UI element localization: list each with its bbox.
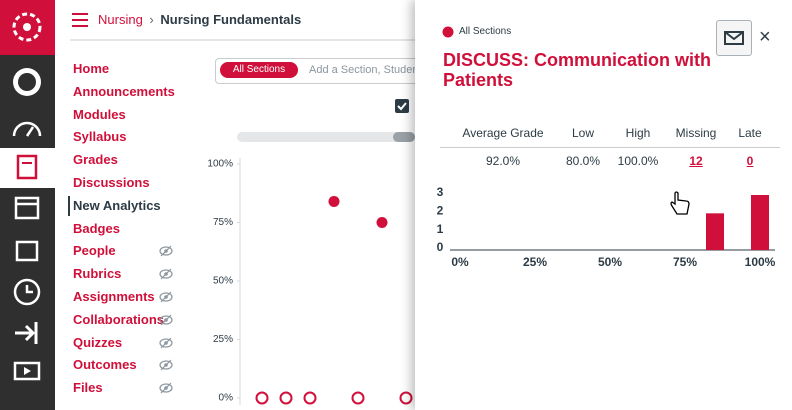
score-dot [351, 391, 365, 405]
stat-link[interactable]: 0 [746, 154, 754, 168]
commons-icon[interactable] [15, 322, 38, 344]
nav-link[interactable]: Rubrics [73, 266, 122, 282]
nav-link[interactable]: New Analytics [73, 197, 161, 213]
hidden-icon [159, 382, 173, 394]
nav-link[interactable]: Modules [73, 106, 126, 122]
y-tick-label: 100% [207, 159, 233, 170]
strike [160, 245, 172, 257]
cursor [670, 191, 690, 215]
strike [160, 291, 172, 303]
section-pill[interactable]: All Sections [220, 62, 298, 78]
nav-link[interactable]: Grades [73, 152, 118, 168]
checkbox[interactable] [390, 98, 415, 114]
nav-link[interactable]: Badges [73, 220, 120, 236]
x-tick-label: 75% [673, 255, 697, 269]
nav-link[interactable]: Collaborations [73, 311, 165, 327]
score-dot [303, 391, 317, 405]
eye [159, 246, 173, 256]
bar [751, 195, 769, 250]
nav-link[interactable]: Outcomes [73, 357, 137, 373]
column-header: Missing [675, 126, 717, 140]
score-dot [279, 391, 293, 405]
hidden-icon [159, 268, 173, 280]
strike [160, 337, 172, 349]
eye [159, 337, 173, 348]
nav-link[interactable]: Assignments [73, 289, 155, 304]
scrollbar[interactable] [237, 131, 415, 143]
panel-title: DISCUSS: Communication with Patients [443, 50, 712, 90]
hidden-icon [159, 291, 173, 303]
table-divider [440, 147, 780, 148]
nav-link[interactable]: Quizzes [73, 334, 123, 350]
hidden-icon [159, 314, 173, 326]
x-tick-label: 100% [745, 255, 776, 269]
filter-placeholder: Add a Section, Student [309, 64, 422, 76]
hamburger[interactable] [72, 13, 88, 27]
nav-link[interactable]: Syllabus [73, 129, 127, 145]
y-tick-label: 75% [213, 217, 233, 228]
y-tick-label: 0% [219, 393, 234, 404]
calendar-icon[interactable] [14, 196, 40, 220]
courses-icon[interactable] [0, 148, 55, 188]
strike [160, 268, 172, 280]
breadcrumb: Nursing › Nursing Fundamentals [98, 12, 302, 27]
bar [706, 213, 724, 250]
x-tick-label: 0% [451, 255, 469, 269]
strike [160, 382, 172, 394]
eye [159, 269, 173, 279]
top-bar [70, 13, 415, 41]
eye [159, 360, 173, 370]
y-tick-label: 50% [213, 276, 233, 287]
stat-value: 92.0% [485, 154, 521, 168]
breadcrumb-current: Nursing Fundamentals [160, 12, 302, 27]
column-header: Late [738, 126, 762, 140]
y-tick-label: 2 [437, 204, 444, 218]
hidden-icon [159, 359, 173, 371]
grade-chart: 100% 75% 50% 25% 0% [207, 158, 413, 405]
y-tick-label: 25% [213, 334, 233, 345]
active-indicator [68, 195, 70, 216]
strike [160, 359, 172, 371]
eye [159, 292, 173, 302]
close-button[interactable]: × [759, 26, 771, 48]
detail-panel [415, 0, 792, 410]
y-tick-label: 1 [437, 222, 444, 236]
score-dot [376, 217, 388, 228]
x-tick-label: 50% [598, 255, 622, 269]
eye [159, 315, 173, 325]
nav-link[interactable]: Discussions [73, 175, 150, 190]
nav-link[interactable]: Files [73, 380, 103, 396]
studio-icon[interactable] [13, 361, 41, 381]
column-header: Average Grade [462, 126, 544, 140]
message-button[interactable] [716, 20, 752, 56]
inbox-icon[interactable] [15, 240, 39, 262]
y-tick-label: 0 [437, 240, 444, 254]
score-dot [255, 391, 269, 405]
panel-section: All Sections [459, 26, 512, 37]
breadcrumb-link[interactable]: Nursing [98, 12, 143, 27]
strike [160, 314, 172, 326]
nav-link[interactable]: Home [73, 61, 110, 76]
stat-value: 80.0% [565, 154, 601, 168]
y-tick-label: 3 [437, 185, 444, 199]
column-header: Low [571, 126, 594, 140]
hidden-icon [159, 337, 173, 349]
nav-link[interactable]: Announcements [73, 83, 175, 99]
stat-link[interactable]: 12 [689, 154, 703, 168]
column-header: High [625, 126, 651, 140]
hidden-icon [159, 245, 173, 257]
global-nav [0, 0, 55, 410]
eye [159, 383, 173, 393]
grade-histogram: 0 1 2 3 0% 25% 50% 75% 100% [437, 185, 776, 269]
nav-link[interactable]: People [73, 243, 116, 259]
x-tick-label: 25% [523, 255, 547, 269]
stat-value: 100.0% [617, 154, 659, 168]
dashboard-icon[interactable] [12, 121, 42, 137]
history-icon[interactable] [13, 278, 41, 306]
score-dot [399, 391, 413, 405]
score-dot [328, 195, 340, 207]
section-dot [442, 26, 454, 38]
